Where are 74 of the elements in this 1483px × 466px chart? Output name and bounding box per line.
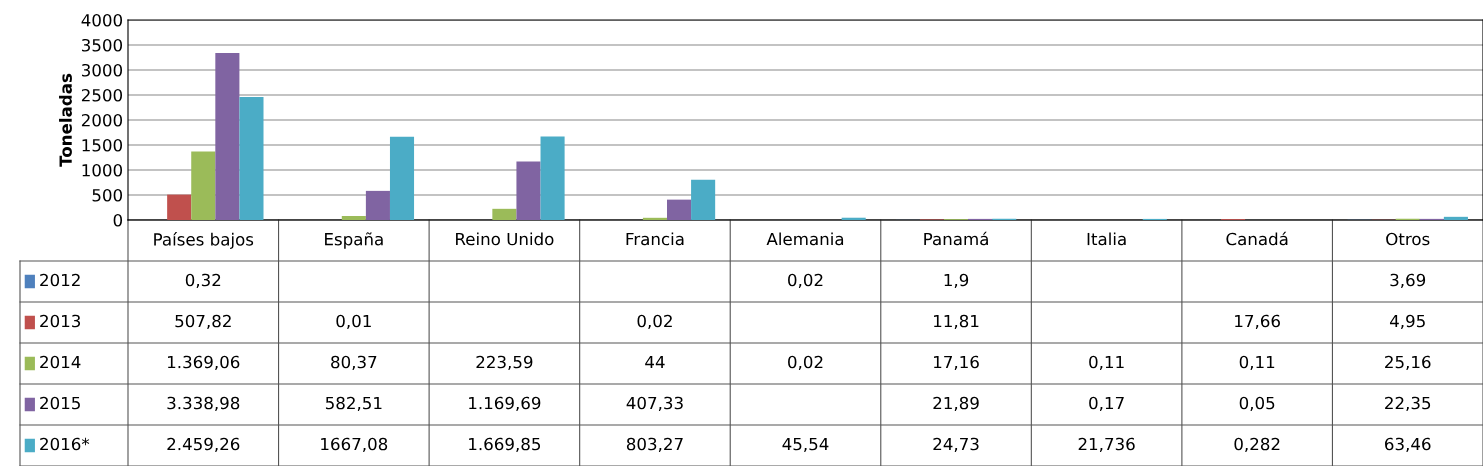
x-tick-label: Francia (626, 232, 684, 246)
legend-label: 2012 (40, 273, 80, 287)
y-tick-label: 1000 (82, 163, 123, 177)
data-label: 3.338,98 (167, 396, 240, 412)
data-label: 1.369,06 (168, 355, 240, 371)
data-label: 1,9 (944, 273, 969, 289)
data-label: 11,81 (934, 314, 979, 330)
data-label: 0,02 (788, 273, 823, 289)
x-tick-label: Panamá (924, 231, 988, 246)
data-label: 0,02 (637, 314, 672, 330)
y-tick-label: 1500 (82, 138, 123, 152)
bar (341, 215, 366, 220)
data-label: 1667,08 (321, 437, 388, 453)
x-tick-label: Países bajos (154, 232, 254, 249)
x-tick-label: Alemania (766, 232, 844, 246)
data-label: 2.459,26 (167, 437, 240, 453)
data-label: 0,17 (1089, 396, 1124, 412)
bar (365, 190, 390, 220)
legend-label: 2016* (40, 437, 90, 451)
bar (1443, 216, 1468, 220)
bar (666, 199, 692, 220)
y-tick-label: 0 (113, 213, 123, 227)
bar (492, 208, 517, 220)
data-label: 582,51 (325, 396, 382, 412)
bar (691, 179, 716, 220)
data-label: 17,66 (1235, 314, 1280, 330)
data-label: 803,27 (626, 437, 683, 453)
data-label: 0,282 (1234, 437, 1280, 453)
data-label: 4,95 (1389, 314, 1425, 330)
data-label: 0,01 (336, 314, 371, 330)
bar (167, 194, 192, 220)
data-label: 0,05 (1239, 396, 1275, 412)
data-label: 22,35 (1385, 396, 1431, 412)
data-label: 407,33 (626, 396, 683, 412)
data-label: 44 (645, 355, 665, 369)
x-tick-label: España (325, 232, 383, 249)
data-label: 0,32 (185, 273, 221, 289)
data-label: 223,59 (476, 355, 533, 371)
y-tick-label: 500 (92, 188, 123, 202)
legend-label: 2015 (40, 396, 80, 410)
y-tick-label: 3000 (81, 63, 123, 77)
y-tick-label: 4000 (81, 13, 123, 27)
bar (389, 136, 415, 220)
x-tick-label: Otros (1386, 232, 1430, 246)
bar (540, 136, 565, 220)
data-label: 25,16 (1385, 355, 1431, 371)
data-label: 1.169,69 (469, 396, 541, 412)
data-label: 507,82 (175, 314, 231, 330)
y-tick-label: 3500 (81, 38, 123, 52)
bar (516, 161, 541, 220)
bar (642, 217, 667, 220)
x-tick-label: Reino Unido (456, 232, 554, 246)
data-label: 45,54 (782, 437, 829, 453)
data-label: 63,46 (1385, 437, 1431, 453)
data-label: 24,73 (933, 437, 979, 453)
y-tick-label: 2000 (81, 113, 123, 127)
data-label: 1.669,85 (469, 437, 541, 453)
x-tick-label: Canadá (1226, 231, 1288, 246)
data-label: 0,11 (1239, 355, 1275, 371)
data-label: 21,89 (933, 396, 979, 412)
bar (239, 97, 264, 220)
bar (215, 53, 240, 220)
y-tick-label: 2500 (81, 88, 123, 102)
data-label: 80,37 (331, 355, 377, 371)
data-label: 0,02 (788, 355, 823, 371)
bar (191, 151, 216, 220)
data-label: 21,736 (1078, 437, 1135, 453)
x-tick-label: Italia (1087, 232, 1126, 246)
data-label: 0,11 (1089, 355, 1124, 371)
legend-label: 2013 (40, 314, 81, 328)
data-label: 17,16 (934, 355, 979, 371)
data-label: 3,69 (1390, 273, 1426, 289)
y-axis-title: Toneladas (59, 73, 72, 167)
legend-label: 2014 (40, 355, 81, 369)
